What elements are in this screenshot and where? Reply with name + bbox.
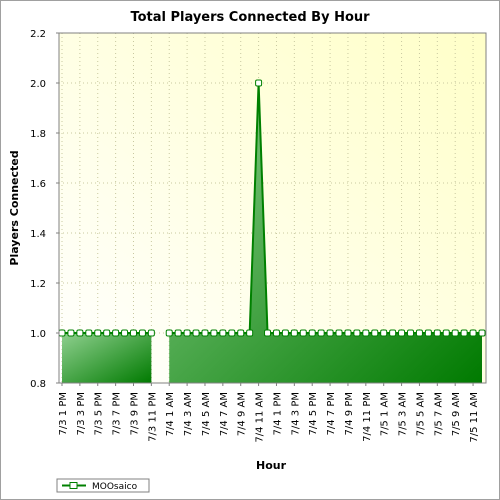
- x-tick-label: 7/3 11 PM: [147, 392, 158, 442]
- data-point: [362, 329, 370, 337]
- y-tick-label: 2.2: [30, 29, 46, 40]
- data-point: [112, 329, 120, 337]
- data-point: [424, 329, 432, 337]
- data-point: [246, 329, 254, 337]
- y-tick-label: 2.0: [30, 79, 46, 90]
- data-point: [389, 329, 397, 337]
- plot-area: [59, 33, 486, 383]
- chart-title: Total Players Connected By Hour: [130, 10, 370, 25]
- x-tick-label: 7/4 11 AM: [255, 392, 266, 443]
- data-point: [264, 329, 272, 337]
- series-area: [169, 83, 482, 383]
- y-axis: 0.8 1.0 1.2 1.4 1.6 1.8 2.0 2.2: [30, 29, 59, 390]
- y-tick-label: 1.0: [30, 329, 46, 340]
- data-point: [478, 329, 486, 337]
- data-point: [237, 329, 245, 337]
- x-tick-label: 7/4 3 AM: [183, 392, 194, 436]
- legend: MOOsaico: [56, 478, 150, 493]
- x-tick-label: 7/5 9 AM: [451, 392, 462, 436]
- x-tick-label: 7/3 3 PM: [76, 392, 87, 435]
- data-point: [353, 329, 361, 337]
- data-point: [210, 329, 218, 337]
- data-point: [255, 79, 263, 87]
- data-point: [371, 329, 379, 337]
- x-axis: 7/3 1 PM 7/3 3 PM 7/3 5 PM 7/3 7 PM 7/3 9 PM…: [58, 383, 480, 443]
- data-point: [290, 329, 298, 337]
- data-point: [281, 329, 289, 337]
- data-point: [85, 329, 93, 337]
- y-axis-title: Players Connected: [8, 150, 21, 265]
- y-tick-label: 0.8: [30, 379, 46, 390]
- y-tick-label: 1.6: [30, 179, 46, 190]
- data-point: [451, 329, 459, 337]
- series-area: [62, 333, 152, 383]
- x-tick-label: 7/4 9 PM: [344, 392, 355, 435]
- data-point: [165, 329, 173, 337]
- data-point: [407, 329, 415, 337]
- x-tick-label: 7/5 5 AM: [415, 392, 426, 436]
- legend-marker: [69, 482, 78, 489]
- data-point: [183, 329, 191, 337]
- x-tick-label: 7/3 9 PM: [129, 392, 140, 435]
- x-axis-title: Hour: [256, 459, 287, 472]
- x-tick-label: 7/4 5 PM: [308, 392, 319, 435]
- x-tick-label: 7/3 1 PM: [58, 392, 69, 435]
- x-tick-label: 7/4 1 AM: [165, 392, 176, 436]
- data-point: [460, 329, 468, 337]
- data-point: [201, 329, 209, 337]
- data-point: [67, 329, 75, 337]
- series-layer: [58, 79, 486, 383]
- x-tick-label: 7/4 3 PM: [290, 392, 301, 435]
- x-tick-label: 7/4 7 AM: [219, 392, 230, 436]
- data-point: [317, 329, 325, 337]
- data-point: [326, 329, 334, 337]
- data-point: [442, 329, 450, 337]
- x-tick-label: 7/4 1 PM: [272, 392, 283, 435]
- data-point: [147, 329, 155, 337]
- data-point: [469, 329, 477, 337]
- data-point: [272, 329, 280, 337]
- data-point: [344, 329, 352, 337]
- data-point: [76, 329, 84, 337]
- y-tick-label: 1.4: [30, 229, 46, 240]
- data-point: [299, 329, 307, 337]
- data-point: [415, 329, 423, 337]
- x-tick-label: 7/5 1 AM: [380, 392, 391, 436]
- x-tick-label: 7/4 7 PM: [326, 392, 337, 435]
- data-point: [335, 329, 343, 337]
- data-point: [121, 329, 129, 337]
- data-point: [94, 329, 102, 337]
- x-tick-label: 7/5 7 AM: [433, 392, 444, 436]
- data-point: [129, 329, 137, 337]
- legend-label: MOOsaico: [92, 482, 138, 492]
- x-tick-label: 7/3 7 PM: [112, 392, 123, 435]
- data-point: [174, 329, 182, 337]
- data-point: [103, 329, 111, 337]
- plot-border: [58, 32, 487, 384]
- data-point: [58, 329, 66, 337]
- data-point: [380, 329, 388, 337]
- x-tick-label: 7/4 9 AM: [237, 392, 248, 436]
- x-tick-label: 7/5 3 AM: [398, 392, 409, 436]
- data-point: [228, 329, 236, 337]
- data-point: [433, 329, 441, 337]
- data-point: [308, 329, 316, 337]
- y-tick-label: 1.2: [30, 279, 46, 290]
- y-tick-label: 1.8: [30, 129, 46, 140]
- x-tick-label: 7/5 11 AM: [469, 392, 480, 443]
- x-tick-label: 7/4 11 PM: [362, 392, 373, 442]
- data-point: [219, 329, 227, 337]
- legend-box: [56, 478, 150, 493]
- x-tick-label: 7/4 5 AM: [201, 392, 212, 436]
- data-point: [192, 329, 200, 337]
- x-tick-label: 7/3 5 PM: [94, 392, 105, 435]
- data-point: [138, 329, 146, 337]
- data-point: [398, 329, 406, 337]
